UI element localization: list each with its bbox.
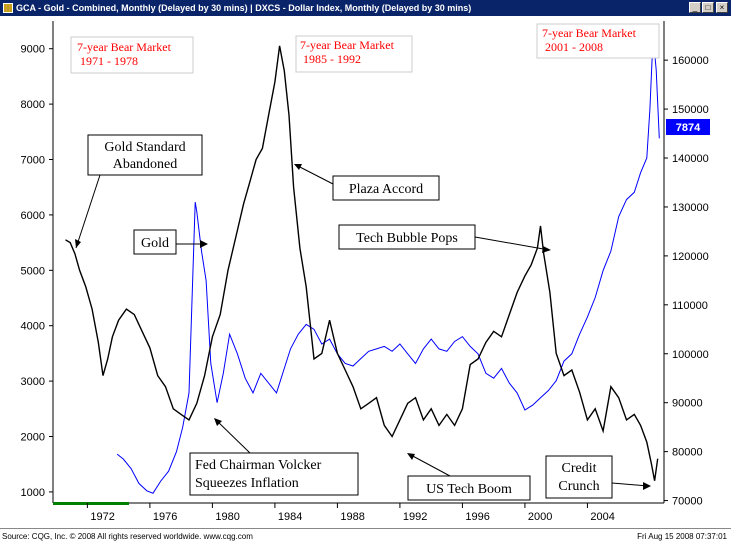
annotation-plaza-accord: Plaza Accord bbox=[349, 182, 423, 197]
annotation-us-tech-boom: US Tech Boom bbox=[426, 482, 512, 497]
right-tick-label: 120000 bbox=[672, 251, 709, 263]
dollar-index-series-line bbox=[116, 35, 660, 494]
right-tick-label: 130000 bbox=[672, 202, 709, 214]
annotation-bear-2001: 7-year Bear Market 2001 - 2008 bbox=[542, 26, 637, 54]
right-tick-label: 160000 bbox=[672, 55, 709, 67]
annotation-bear-1971: 7-year Bear Market 1971 - 1978 bbox=[77, 40, 172, 68]
close-button[interactable]: × bbox=[716, 2, 728, 13]
x-tick-label: 1976 bbox=[153, 511, 177, 523]
x-tick-label: 1992 bbox=[403, 511, 427, 523]
arrow-credit-crunch bbox=[611, 482, 649, 487]
chart-window-icon bbox=[3, 3, 13, 13]
x-tick-label: 2000 bbox=[528, 511, 552, 523]
annotation-box-bear-1985 bbox=[295, 35, 413, 73]
annotation-tech-bubble: Tech Bubble Pops bbox=[356, 231, 458, 246]
right-tick-label: 150000 bbox=[672, 104, 709, 116]
current-value-box bbox=[666, 119, 710, 135]
right-tick-label: 110000 bbox=[672, 300, 708, 312]
gold-series-line bbox=[65, 45, 659, 481]
annotation-credit-crunch: Credit Crunch bbox=[558, 461, 599, 494]
left-tick-label: 1000 bbox=[21, 487, 45, 499]
arrow-volcker bbox=[215, 419, 251, 454]
annotation-box-bear-2001 bbox=[536, 23, 660, 59]
annotation-volcker: Fed Chairman Volcker Squeezes Inflation bbox=[195, 458, 322, 491]
arrow-us-tech-boom bbox=[408, 453, 451, 477]
left-tick-label: 4000 bbox=[21, 321, 45, 333]
gold-dollar-chart: 1000 2000 3000 4000 5000 6000 7000 8000 9000 700… bbox=[0, 16, 731, 528]
window-title-bar[interactable]: GCA - Gold - Combined, Monthly (Delayed … bbox=[0, 0, 731, 16]
left-tick-label: 9000 bbox=[21, 44, 45, 56]
x-tick-label: 1988 bbox=[340, 511, 364, 523]
annotation-box-tech-bubble bbox=[338, 224, 476, 250]
left-tick-label: 7000 bbox=[21, 155, 45, 167]
timestamp: Fri Aug 15 2008 07:37:01 bbox=[637, 532, 727, 541]
x-tick-label: 1996 bbox=[465, 511, 489, 523]
current-value-label: 7874 bbox=[676, 122, 701, 134]
arrow-plaza-accord bbox=[295, 164, 334, 185]
left-tick-label: 5000 bbox=[21, 265, 45, 277]
annotation-box-bear-1971 bbox=[70, 36, 194, 74]
right-tick-label: 80000 bbox=[672, 447, 703, 459]
right-tick-label: 70000 bbox=[672, 496, 703, 508]
annotations: 7-year Bear Market 1971 - 1978 7-year Be… bbox=[70, 23, 660, 501]
window-title: GCA - Gold - Combined, Monthly (Delayed … bbox=[16, 3, 472, 13]
right-tick-label: 90000 bbox=[672, 398, 703, 410]
maximize-button[interactable]: □ bbox=[702, 2, 714, 13]
timeline-bar bbox=[53, 502, 129, 505]
x-tick-label: 2004 bbox=[590, 511, 614, 523]
annotation-box-volcker bbox=[189, 452, 359, 496]
annotation-box-gold bbox=[133, 229, 177, 255]
right-tick-label: 140000 bbox=[672, 153, 709, 165]
left-tick-label: 3000 bbox=[21, 376, 45, 388]
annotation-gold: Gold bbox=[141, 236, 169, 251]
arrow-tech-bubble bbox=[474, 236, 550, 251]
x-tick-label: 1984 bbox=[278, 511, 302, 523]
left-tick-label: 6000 bbox=[21, 210, 45, 222]
x-tick-label: 1972 bbox=[90, 511, 114, 523]
x-tick-label: 1980 bbox=[215, 511, 239, 523]
minimize-button[interactable]: _ bbox=[689, 2, 701, 13]
annotation-gold-standard: Gold Standard Abandoned bbox=[104, 140, 185, 172]
annotation-box-credit-crunch bbox=[545, 455, 613, 499]
status-footer: Source: CQG, Inc. © 2008 All rights rese… bbox=[0, 528, 731, 546]
left-tick-label: 8000 bbox=[21, 99, 45, 111]
annotation-box-gold-standard bbox=[87, 134, 203, 176]
source-credit: Source: CQG, Inc. © 2008 All rights rese… bbox=[2, 532, 253, 541]
annotation-bear-1985: 7-year Bear Market 1985 - 1992 bbox=[300, 38, 395, 66]
arrow-gold-standard bbox=[75, 174, 101, 249]
annotation-box-us-tech-boom bbox=[407, 475, 531, 501]
left-tick-label: 2000 bbox=[21, 432, 45, 444]
right-tick-label: 100000 bbox=[672, 349, 709, 361]
annotation-box-plaza-accord bbox=[332, 175, 440, 201]
